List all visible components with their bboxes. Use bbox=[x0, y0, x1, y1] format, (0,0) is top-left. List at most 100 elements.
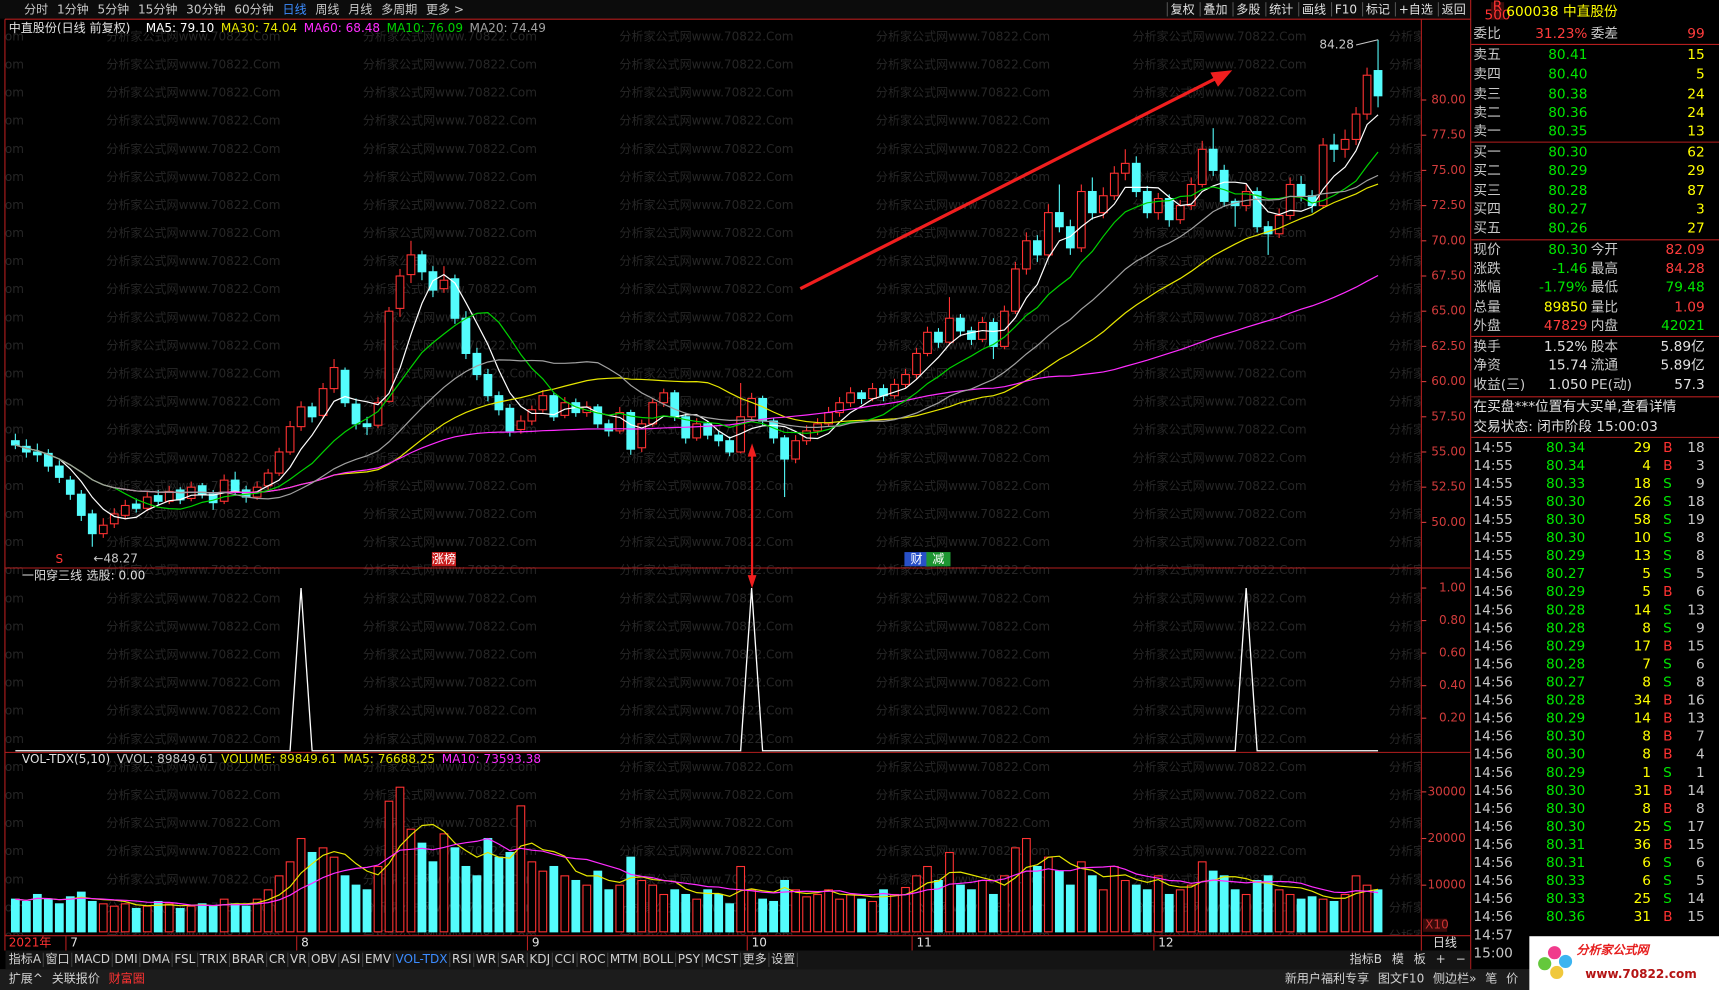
volume-bar bbox=[252, 898, 262, 933]
extension-tab[interactable]: 财富圈 bbox=[109, 971, 145, 986]
volume-bar bbox=[1318, 898, 1328, 933]
trade-price: 80.31 bbox=[1546, 855, 1585, 871]
indicator-tab[interactable]: VOL-TDX bbox=[395, 952, 447, 966]
tool-button[interactable]: 统计 bbox=[1269, 2, 1293, 16]
tool-button[interactable]: 多股 bbox=[1236, 2, 1260, 16]
notice[interactable]: 在买盘***位置有大买单,查看详情 bbox=[1473, 398, 1676, 415]
period-tab[interactable]: 日线 bbox=[283, 2, 307, 16]
marker-label[interactable]: S bbox=[55, 552, 63, 566]
indicator-tab[interactable]: VR bbox=[290, 952, 307, 966]
watermark: 分析家公式网www.70822.Com bbox=[876, 281, 1050, 296]
indicator-tab[interactable]: 更多 bbox=[743, 952, 767, 966]
watermark: 分析家公式网www.70822.Com bbox=[363, 309, 537, 324]
panel-tab[interactable]: − bbox=[1456, 952, 1466, 966]
period-tab[interactable]: 1分钟 bbox=[57, 1, 89, 16]
tool-button[interactable]: 画线 bbox=[1302, 2, 1326, 16]
indicator-tab[interactable]: DMI bbox=[114, 952, 137, 966]
panel-tab[interactable]: + bbox=[1436, 952, 1446, 966]
volume-bar bbox=[604, 889, 614, 933]
indicator-tab[interactable]: TRIX bbox=[199, 952, 228, 966]
month-label: 7 bbox=[70, 935, 78, 949]
book-price: 80.27 bbox=[1548, 202, 1587, 218]
indicator-tab[interactable]: 指标A bbox=[9, 951, 42, 966]
tool-button[interactable]: 返回 bbox=[1442, 2, 1466, 16]
status-link[interactable]: 价 bbox=[1506, 972, 1518, 986]
extension-tab[interactable]: 关联报价 bbox=[52, 971, 100, 986]
status-link[interactable]: 图文F10 bbox=[1378, 971, 1424, 986]
quote-value: -1.46 bbox=[1552, 261, 1587, 277]
candle-body bbox=[912, 352, 921, 376]
period-tab[interactable]: 15分钟 bbox=[138, 1, 177, 16]
watermark: 分析家公式网www.70822.Com bbox=[619, 113, 793, 128]
indicator-tab[interactable]: CCI bbox=[555, 952, 575, 966]
watermark: 分析家公式网www.70822.Com bbox=[619, 675, 793, 690]
period-tab[interactable]: 30分钟 bbox=[186, 1, 225, 16]
trade-price: 80.28 bbox=[1546, 693, 1585, 709]
period-tab[interactable]: 周线 bbox=[315, 2, 339, 16]
watermark: 分析家公式网www.70822.Com bbox=[619, 225, 793, 240]
panel-tab[interactable]: 模 bbox=[1392, 952, 1404, 966]
trade-side: B bbox=[1663, 693, 1672, 709]
period-tab[interactable]: 月线 bbox=[348, 2, 372, 16]
indicator-tab[interactable]: MACD bbox=[74, 952, 110, 966]
trade-time: 14:56 bbox=[1473, 855, 1512, 871]
trade-count: 8 bbox=[1696, 675, 1705, 691]
period-tab[interactable]: 60分钟 bbox=[234, 1, 273, 16]
tool-button[interactable]: 复权 bbox=[1171, 2, 1195, 16]
indicator-tab[interactable]: CR bbox=[269, 952, 286, 966]
period-tab[interactable]: 分时 bbox=[24, 2, 48, 16]
trade-count: 6 bbox=[1696, 656, 1705, 672]
watermark: 分析家公式网www.70822.Com bbox=[0, 169, 24, 184]
marker-label[interactable]: 减 bbox=[932, 552, 944, 566]
tool-button[interactable]: 标记 bbox=[1366, 2, 1390, 16]
marker-label[interactable]: 涨榜 bbox=[432, 551, 456, 566]
indicator-tab[interactable]: 设置 bbox=[771, 952, 795, 966]
panel-tab[interactable]: 板 bbox=[1414, 952, 1426, 966]
indicator-tab[interactable]: MTM bbox=[610, 952, 638, 966]
watermark: 分析家公式网www.70822.Com bbox=[363, 225, 537, 240]
volume-bar bbox=[439, 833, 449, 933]
volume-bar bbox=[87, 900, 97, 933]
extension-tab[interactable]: 扩展^ bbox=[9, 972, 43, 986]
indicator-tab[interactable]: SAR bbox=[501, 952, 526, 966]
volume-bar bbox=[1252, 879, 1262, 933]
indicator-tab[interactable]: OBV bbox=[311, 952, 337, 966]
indicator-tab[interactable]: WR bbox=[476, 952, 497, 966]
volume-bar bbox=[769, 900, 779, 933]
watermark: 分析家公式网www.70822.Com bbox=[363, 478, 537, 493]
indicator-tab[interactable]: DMA bbox=[142, 952, 171, 966]
indicator-tab[interactable]: BRAR bbox=[232, 952, 265, 966]
indicator-tab[interactable]: ROC bbox=[579, 952, 605, 966]
period-tab[interactable]: 更多 > bbox=[426, 2, 464, 16]
trade-time: 14:56 bbox=[1473, 675, 1512, 691]
indicator-tab[interactable]: ASI bbox=[341, 952, 360, 966]
watermark: 分析家公式网www.70822.Com bbox=[1389, 337, 1563, 352]
tool-button[interactable]: 叠加 bbox=[1203, 2, 1227, 16]
indicator-tab[interactable]: 窗口 bbox=[45, 952, 69, 966]
indicator-tab[interactable]: EMV bbox=[365, 952, 392, 966]
indicator-tab[interactable]: FSL bbox=[174, 952, 195, 966]
status-link[interactable]: 新用户福利专享 bbox=[1285, 971, 1369, 986]
period-tab[interactable]: 5分钟 bbox=[97, 1, 129, 16]
status-link[interactable]: 笔 bbox=[1485, 971, 1497, 986]
candle-body bbox=[1208, 148, 1218, 171]
candle-body bbox=[1043, 212, 1053, 256]
volume-bar bbox=[1153, 875, 1163, 933]
status-link[interactable]: 侧边栏» bbox=[1433, 971, 1476, 986]
indicator-tab[interactable]: BOLL bbox=[642, 952, 673, 966]
panel-tab[interactable]: 指标B bbox=[1350, 951, 1382, 966]
indicator-tab[interactable]: RSI bbox=[452, 952, 472, 966]
indicator-tab[interactable]: KDJ bbox=[529, 952, 550, 966]
period-tab[interactable]: 多周期 bbox=[381, 2, 417, 16]
book-volume: 62 bbox=[1687, 145, 1704, 161]
indicator-tab[interactable]: PSY bbox=[678, 952, 701, 966]
watermark: 分析家公式网www.70822.Com bbox=[363, 759, 537, 774]
marker-label[interactable]: 财 bbox=[910, 552, 922, 566]
volume-bar bbox=[1274, 889, 1284, 933]
date-axis: 2021年 7 8 9 10 11 12 日线 bbox=[9, 935, 1457, 951]
ma-legend: MA5: 79.10 bbox=[146, 21, 215, 35]
tool-button[interactable]: +自选 bbox=[1399, 2, 1433, 16]
tool-button[interactable]: F10 bbox=[1335, 2, 1357, 16]
indicator-tab[interactable]: MCST bbox=[704, 952, 738, 966]
candle-body bbox=[120, 504, 130, 516]
